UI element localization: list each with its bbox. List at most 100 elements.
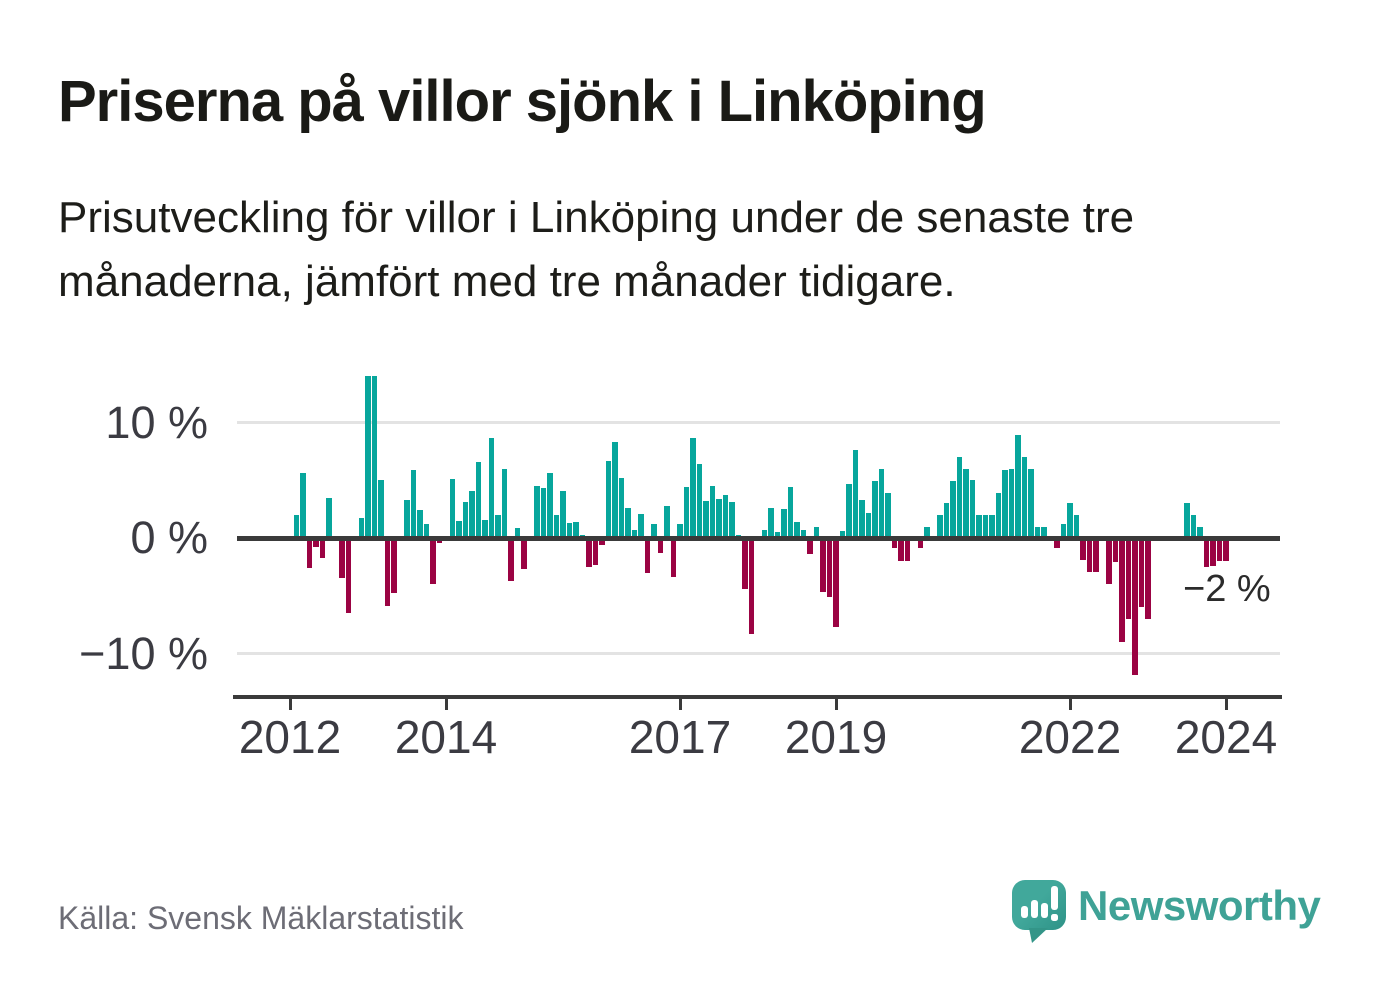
source-caption: Källa: Svensk Mäklarstatistik xyxy=(58,900,464,936)
bar xyxy=(696,464,703,538)
bar xyxy=(748,538,755,634)
bar xyxy=(833,538,839,627)
bar xyxy=(885,493,891,538)
bar xyxy=(1086,538,1093,572)
subtitle-line-1: Prisutveckling för villor i Linköping un… xyxy=(58,193,1135,242)
bar xyxy=(820,538,826,593)
bar xyxy=(573,521,579,538)
bar xyxy=(475,461,482,538)
bar xyxy=(677,524,683,538)
bar xyxy=(1073,514,1080,538)
bar xyxy=(1021,457,1028,538)
bar xyxy=(495,514,501,538)
bar xyxy=(300,473,306,538)
gridline xyxy=(237,652,1280,655)
bar xyxy=(852,450,859,538)
newsworthy-logo-text: Newsworthy xyxy=(1078,882,1321,929)
bar xyxy=(462,502,469,538)
bar xyxy=(521,538,527,570)
bar xyxy=(560,490,566,538)
bar xyxy=(826,538,833,597)
bar xyxy=(534,486,540,538)
y-axis-label: 0 % xyxy=(130,512,208,563)
bar xyxy=(709,486,716,538)
x-axis-tick xyxy=(1224,697,1228,710)
bar xyxy=(599,538,605,545)
bar xyxy=(904,538,911,562)
bar xyxy=(800,529,807,538)
bar xyxy=(1223,538,1229,562)
bar xyxy=(488,437,495,538)
bar xyxy=(644,538,651,573)
bar xyxy=(937,514,943,538)
last-value-annotation: −2 % xyxy=(1183,568,1271,610)
x-axis-label: 2017 xyxy=(628,711,732,763)
bar xyxy=(1119,538,1125,642)
bar xyxy=(943,503,950,539)
y-axis-label: −10 % xyxy=(79,627,208,679)
bar xyxy=(553,514,560,538)
bar xyxy=(1080,538,1086,560)
bar xyxy=(482,519,488,538)
bar xyxy=(631,529,638,538)
bar xyxy=(917,538,924,549)
bar xyxy=(1216,538,1223,562)
bar xyxy=(586,538,592,567)
x-axis-tick xyxy=(678,697,682,710)
bar xyxy=(924,526,930,539)
bar xyxy=(612,442,618,538)
x-axis-tick xyxy=(1068,697,1072,710)
x-axis-label: 2019 xyxy=(784,711,888,763)
bar xyxy=(371,376,378,538)
bar xyxy=(722,495,729,538)
logo-exclamation-icon xyxy=(1051,886,1058,910)
bar xyxy=(891,538,898,549)
bar xyxy=(1106,538,1112,585)
bar xyxy=(963,468,969,538)
newsworthy-logo: Newsworthy xyxy=(1012,880,1332,943)
bar xyxy=(956,457,963,538)
bar xyxy=(358,518,365,538)
bar xyxy=(813,526,820,539)
bar xyxy=(540,488,547,538)
subtitle: Prisutveckling för villor i Linköping un… xyxy=(58,186,1338,314)
bar xyxy=(774,532,781,538)
bar xyxy=(1067,503,1073,539)
bar xyxy=(761,529,768,538)
subtitle-line-2: månaderna, jämfört med tre månader tidig… xyxy=(58,257,956,306)
bar xyxy=(313,538,319,548)
page-title: Priserna på villor sjönk i Linköping xyxy=(58,69,987,134)
bar xyxy=(326,497,332,538)
bar xyxy=(456,520,462,538)
bar xyxy=(339,538,345,579)
bar xyxy=(547,473,553,538)
bar xyxy=(514,527,521,538)
gridline xyxy=(237,421,1280,424)
bar xyxy=(839,531,846,538)
newsworthy-logo-icon xyxy=(1012,880,1066,943)
bar xyxy=(508,538,514,581)
logo-speech-tail-icon xyxy=(1029,928,1048,943)
bar xyxy=(1041,526,1047,539)
bar xyxy=(1028,468,1034,538)
bar xyxy=(1034,526,1041,539)
bar xyxy=(969,480,976,539)
bar xyxy=(365,376,371,538)
bar xyxy=(638,513,644,538)
bar xyxy=(404,499,410,538)
bar xyxy=(794,521,800,538)
bar xyxy=(384,538,391,607)
bar xyxy=(950,481,956,538)
bar xyxy=(378,480,384,539)
bar xyxy=(1008,468,1015,538)
bar xyxy=(625,508,631,538)
bar xyxy=(651,524,657,538)
logo-bar-icon xyxy=(1041,903,1048,918)
bar xyxy=(865,512,872,538)
bar xyxy=(1203,538,1210,567)
bar xyxy=(293,514,300,538)
bar xyxy=(846,483,852,538)
bar xyxy=(768,508,774,538)
x-axis-line xyxy=(233,695,1282,699)
